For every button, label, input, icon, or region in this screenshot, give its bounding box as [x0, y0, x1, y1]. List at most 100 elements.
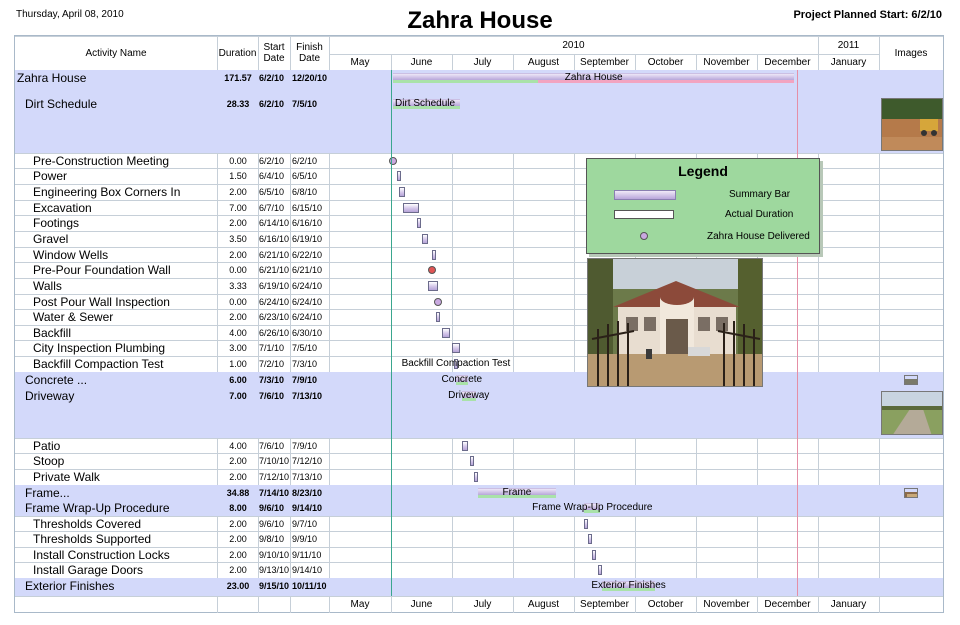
summary-bar[interactable]	[393, 73, 795, 80]
activity-name[interactable]: Walls	[33, 279, 62, 293]
grid-hline	[15, 325, 943, 326]
grid-hline	[15, 596, 943, 597]
month-june-footer: June	[410, 599, 433, 610]
activity-duration: 0.00	[229, 156, 247, 166]
activity-duration: 2.00	[229, 187, 247, 197]
activity-name[interactable]: Driveway	[25, 389, 75, 403]
month-august: August	[527, 57, 560, 68]
summary-bar[interactable]	[393, 99, 460, 106]
activity-name[interactable]: Engineering Box Corners In	[33, 185, 181, 199]
summary-bar[interactable]	[455, 375, 468, 382]
activity-name[interactable]: Footings	[33, 216, 80, 230]
grid-hline	[15, 262, 943, 263]
task-bar[interactable]	[588, 534, 593, 544]
month-august-footer: August	[527, 599, 560, 610]
task-bar[interactable]	[453, 359, 458, 369]
milestone-marker[interactable]	[433, 298, 442, 306]
house-photo[interactable]	[587, 258, 763, 387]
activity-finish-date: 6/15/10	[292, 203, 323, 213]
milestone-marker[interactable]	[427, 266, 436, 274]
task-bar[interactable]	[584, 519, 589, 529]
activity-name[interactable]: Window Wells	[33, 248, 109, 262]
activity-finish-date: 9/14/10	[292, 503, 323, 513]
activity-name[interactable]: Power	[33, 169, 68, 183]
activity-duration: 2.00	[229, 565, 247, 575]
col-finish-date[interactable]: Finish Date	[296, 42, 323, 64]
concrete-thumbnail[interactable]	[904, 375, 918, 385]
activity-finish-date: 6/16/10	[292, 218, 323, 228]
activity-duration: 7.00	[229, 391, 247, 401]
summary-bar[interactable]	[477, 488, 557, 495]
grid-hline	[15, 168, 943, 169]
activity-name[interactable]: Pre-Pour Foundation Wall	[33, 263, 171, 277]
col-images[interactable]: Images	[894, 47, 928, 59]
grid-hline	[329, 54, 879, 55]
activity-name[interactable]: Water & Sewer	[33, 310, 114, 324]
activity-name[interactable]: Concrete ...	[25, 373, 88, 387]
activity-start-date: 6/2/10	[259, 99, 285, 109]
activity-name[interactable]: Excavation	[33, 201, 92, 215]
task-bar[interactable]	[403, 203, 420, 213]
col-activity-name[interactable]: Activity Name	[85, 47, 147, 59]
summary-bar-label: Exterior Finishes	[591, 580, 666, 591]
task-bar[interactable]	[598, 565, 603, 575]
activity-duration: 2.00	[229, 312, 247, 322]
task-bar[interactable]	[441, 328, 450, 338]
task-bar[interactable]	[469, 456, 474, 466]
activity-name[interactable]: Backfill Compaction Test	[33, 357, 164, 371]
activity-name[interactable]: Frame...	[25, 486, 70, 500]
activity-name[interactable]: Private Walk	[33, 470, 100, 484]
activity-name[interactable]: Thresholds Covered	[33, 517, 142, 531]
activity-finish-date: 9/7/10	[292, 519, 318, 529]
task-bar[interactable]	[592, 550, 597, 560]
frame-thumbnail[interactable]	[904, 488, 918, 498]
activity-name[interactable]: Zahra House	[17, 71, 87, 85]
activity-name[interactable]: Exterior Finishes	[25, 579, 115, 593]
summary-bar[interactable]	[602, 581, 655, 588]
activity-name[interactable]: Backfill	[33, 326, 72, 340]
task-bar[interactable]	[399, 187, 406, 197]
activity-name[interactable]: Stoop	[33, 454, 65, 468]
col-start-date[interactable]: Start Date	[263, 42, 285, 64]
task-bar[interactable]	[417, 218, 422, 228]
actual-duration-bar	[584, 510, 601, 513]
driveway-thumb-drawing	[882, 392, 942, 434]
activity-name[interactable]: Post Pour Wall Inspection	[33, 295, 170, 309]
month-vline	[452, 54, 453, 613]
col-duration[interactable]: Duration	[218, 47, 257, 59]
task-bar[interactable]	[473, 472, 478, 482]
activity-name[interactable]: Thresholds Supported	[33, 532, 152, 546]
milestone-marker[interactable]	[389, 157, 398, 165]
task-bar[interactable]	[421, 234, 428, 244]
task-bar[interactable]	[427, 281, 438, 291]
grid-hline	[15, 153, 943, 154]
activity-name[interactable]: Patio	[33, 439, 61, 453]
activity-duration: 2.00	[229, 218, 247, 228]
task-bar[interactable]	[452, 343, 460, 353]
task-bar[interactable]	[397, 171, 402, 181]
task-bar-label: Backfill Compaction Test	[401, 358, 511, 369]
activity-name[interactable]: Gravel	[33, 232, 69, 246]
dirt-schedule-thumbnail[interactable]	[881, 98, 943, 151]
summary-bar[interactable]	[584, 503, 601, 510]
house-photo-drawing	[588, 259, 762, 386]
activity-name[interactable]: Pre-Construction Meeting	[33, 154, 170, 168]
grid-hline	[15, 340, 943, 341]
activity-name[interactable]: Install Garage Doors	[33, 563, 144, 577]
activity-name[interactable]: City Inspection Plumbing	[33, 341, 166, 355]
task-bar[interactable]	[435, 312, 440, 322]
page-title: Zahra House	[407, 7, 553, 34]
task-bar[interactable]	[431, 250, 436, 260]
activity-start-date: 6/26/10	[259, 328, 290, 338]
activity-start-date: 9/15/10	[259, 581, 290, 591]
activity-name[interactable]: Dirt Schedule	[25, 97, 98, 111]
summary-row-bg	[15, 500, 943, 516]
activity-name[interactable]: Install Construction Locks	[33, 548, 170, 562]
driveway-thumbnail[interactable]	[881, 391, 943, 435]
task-bar[interactable]	[461, 441, 468, 451]
month-june: June	[410, 57, 433, 68]
month-september-footer: September	[580, 599, 629, 610]
activity-name[interactable]: Frame Wrap-Up Procedure	[25, 501, 170, 515]
summary-bar[interactable]	[461, 391, 476, 398]
actual-duration-bar	[477, 495, 557, 498]
